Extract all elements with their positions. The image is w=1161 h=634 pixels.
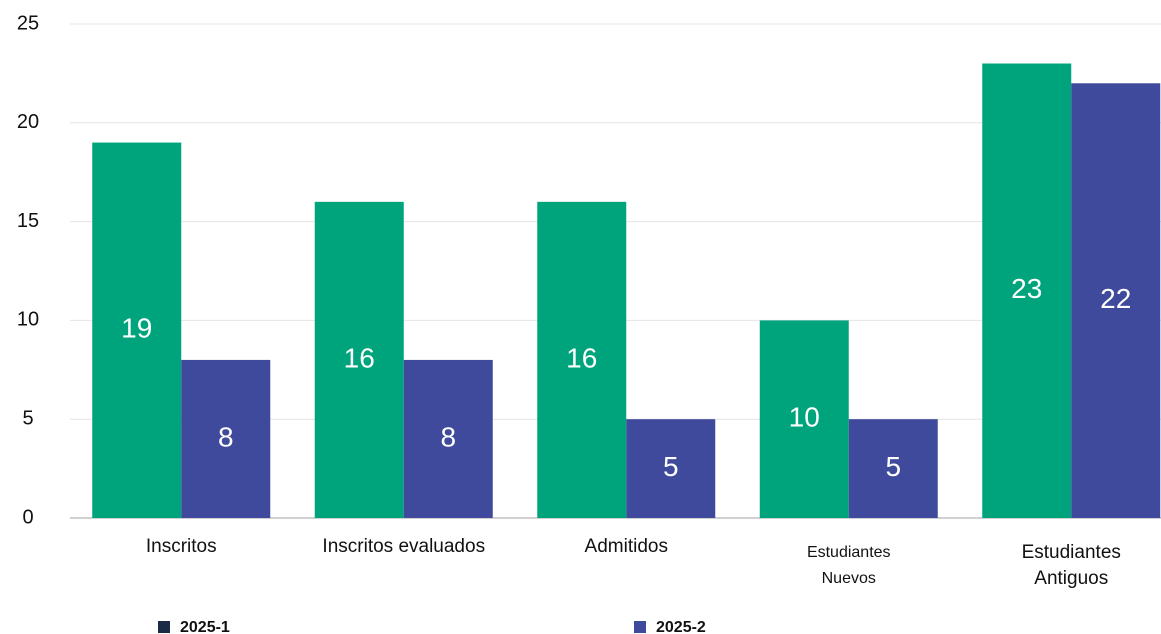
y-tick-label: 10 [17,309,39,331]
bar [181,359,271,518]
data-label: 23 [1011,273,1042,304]
y-tick-label: 5 [22,407,33,429]
y-tick-label: 15 [17,210,39,232]
bar [92,142,182,518]
x-tick-label: Antiguos [1034,568,1108,589]
data-label: 8 [218,421,234,452]
data-label: 5 [885,451,901,482]
bar [848,419,938,518]
x-tick-label: Inscritos evaluados [322,536,485,557]
bar [759,320,849,518]
data-label: 5 [663,451,679,482]
data-label: 16 [344,342,375,373]
data-label: 10 [789,402,820,433]
x-tick-label: Nuevos [822,570,876,587]
data-label: 16 [566,342,597,373]
bar [314,201,404,518]
y-tick-label: 20 [17,111,39,133]
bar [537,201,627,518]
legend-marker [158,621,170,633]
bar [1071,83,1161,518]
x-tick-label: Inscritos [146,536,217,557]
bar [982,63,1072,519]
legend-label: 2025-1 [180,619,230,634]
legend-marker [634,621,646,633]
y-tick-label: 25 [17,12,39,34]
x-tick-label: Estudiantes [807,544,891,561]
bar [626,419,716,518]
x-tick-label: Estudiantes [1022,542,1121,563]
y-tick-label: 0 [22,506,33,528]
bar [403,359,493,518]
legend-label: 2025-2 [656,619,706,634]
data-label: 22 [1100,283,1131,314]
x-tick-label: Admitidos [585,536,668,557]
data-label: 19 [121,313,152,344]
data-label: 8 [440,421,456,452]
